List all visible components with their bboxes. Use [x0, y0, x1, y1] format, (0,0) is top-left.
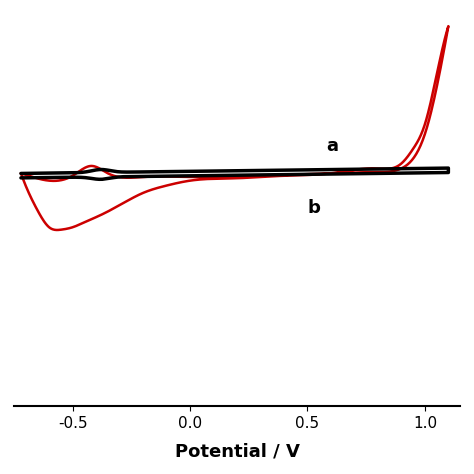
Text: b: b: [308, 199, 320, 217]
Text: a: a: [326, 137, 338, 155]
X-axis label: Potential / V: Potential / V: [174, 442, 300, 460]
